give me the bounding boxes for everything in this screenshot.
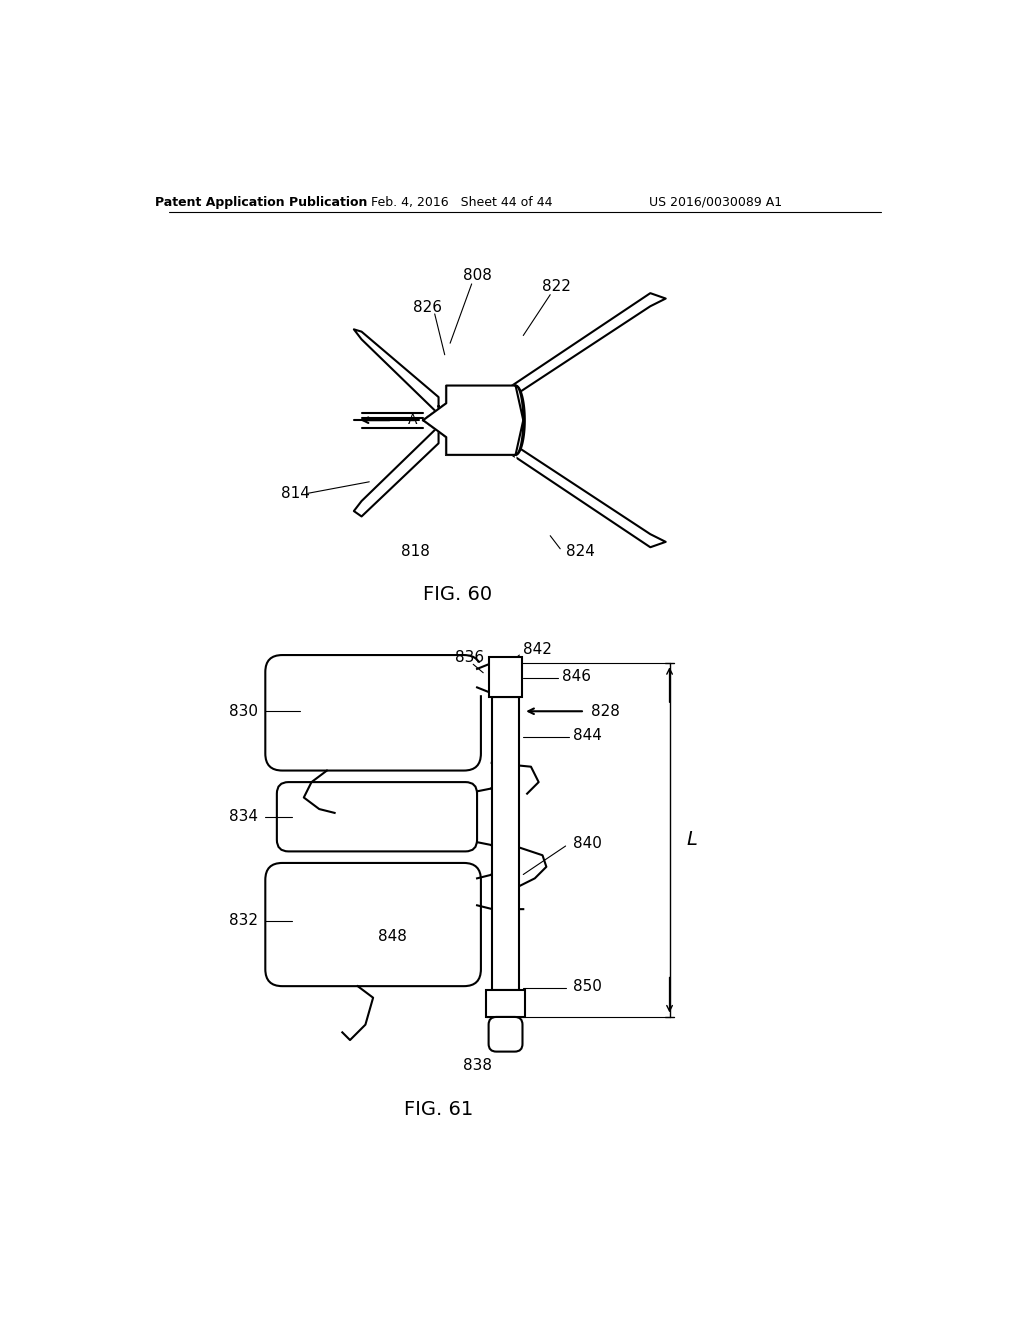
- Text: 842: 842: [523, 642, 552, 657]
- Text: 808: 808: [463, 268, 492, 282]
- Text: FIG. 60: FIG. 60: [423, 586, 493, 605]
- Bar: [486, 990, 524, 1016]
- Text: 850: 850: [573, 978, 602, 994]
- Text: 818: 818: [401, 544, 430, 558]
- Polygon shape: [354, 426, 438, 516]
- FancyBboxPatch shape: [276, 781, 477, 851]
- Text: A: A: [408, 413, 417, 428]
- Text: 822: 822: [542, 280, 570, 294]
- FancyBboxPatch shape: [265, 655, 481, 771]
- Text: FIG. 61: FIG. 61: [403, 1100, 473, 1119]
- Polygon shape: [488, 293, 666, 412]
- Polygon shape: [423, 385, 524, 455]
- Text: 824: 824: [565, 544, 595, 558]
- Text: 840: 840: [573, 836, 602, 851]
- FancyBboxPatch shape: [488, 1016, 522, 1052]
- Text: 832: 832: [228, 913, 258, 928]
- FancyBboxPatch shape: [265, 863, 481, 986]
- Text: Patent Application Publication: Patent Application Publication: [156, 195, 368, 209]
- Text: US 2016/0030089 A1: US 2016/0030089 A1: [649, 195, 782, 209]
- Text: 830: 830: [228, 704, 258, 719]
- Text: 846: 846: [562, 669, 591, 684]
- Polygon shape: [477, 663, 526, 693]
- Bar: [492, 697, 519, 990]
- Bar: [488, 657, 522, 697]
- Polygon shape: [354, 330, 438, 414]
- Text: 826: 826: [413, 300, 441, 314]
- Text: 836: 836: [455, 649, 484, 665]
- Polygon shape: [423, 385, 523, 455]
- Text: 828: 828: [591, 704, 620, 719]
- Text: 838: 838: [463, 1057, 492, 1073]
- Text: L: L: [686, 830, 697, 849]
- Text: 834: 834: [228, 809, 258, 824]
- Text: 848: 848: [378, 928, 407, 944]
- Text: 844: 844: [573, 729, 602, 743]
- Polygon shape: [488, 428, 666, 548]
- Text: 814: 814: [281, 486, 309, 500]
- Text: Feb. 4, 2016   Sheet 44 of 44: Feb. 4, 2016 Sheet 44 of 44: [371, 195, 552, 209]
- Polygon shape: [515, 385, 523, 948]
